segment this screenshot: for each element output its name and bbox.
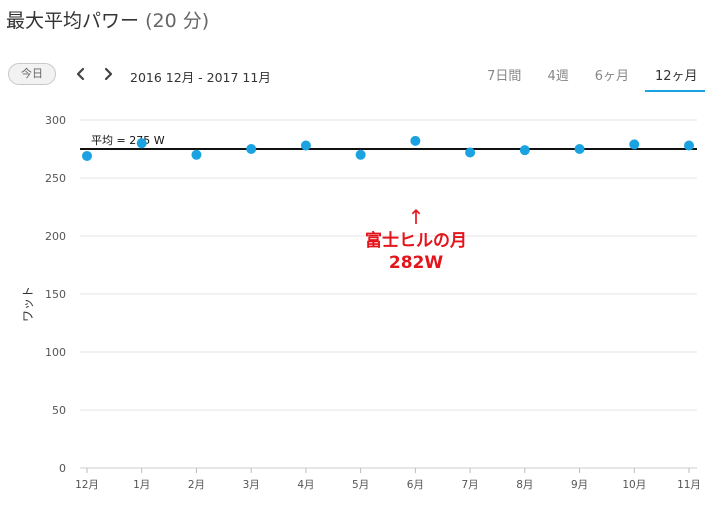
x-tick-label: 12月 bbox=[75, 479, 99, 491]
x-tick-label: 7月 bbox=[461, 479, 478, 491]
y-tick-label: 300 bbox=[45, 114, 66, 127]
x-tick-label: 3月 bbox=[243, 479, 260, 491]
date-range-label: 2016 12月 - 2017 11月 bbox=[130, 70, 271, 85]
annotation-value: 282W bbox=[388, 253, 444, 273]
y-tick-label: 250 bbox=[45, 172, 66, 185]
x-tick-label: 2月 bbox=[188, 479, 205, 491]
tab-12-months[interactable]: 12ヶ月 bbox=[645, 58, 705, 92]
data-point[interactable] bbox=[519, 145, 530, 156]
x-tick-label: 11月 bbox=[677, 479, 701, 491]
average-label: 平均 = 275 W bbox=[91, 134, 165, 147]
x-tick-label: 8月 bbox=[516, 479, 533, 491]
data-points bbox=[82, 135, 694, 161]
annotation: ↑ 富士ヒルの月 282W bbox=[338, 204, 494, 274]
tab-4-weeks[interactable]: 4週 bbox=[547, 69, 569, 84]
chevron-right-icon bbox=[104, 67, 113, 81]
x-tick-label: 5月 bbox=[352, 479, 369, 491]
data-point[interactable] bbox=[629, 139, 640, 150]
period-tabs: 7日間 4週 6ヶ月 12ヶ月 bbox=[471, 58, 705, 92]
y-tick-label: 150 bbox=[45, 288, 66, 301]
y-axis-label: ワット bbox=[21, 286, 35, 322]
y-tick-label: 100 bbox=[45, 346, 66, 359]
toolbar: 今日 2016 12月 - 2017 11月 7日間 4週 6ヶ月 12ヶ月 bbox=[0, 58, 719, 92]
tab-6-months[interactable]: 6ヶ月 bbox=[594, 69, 629, 84]
y-axis-ticks: 0 50 100 150 200 250 300 bbox=[45, 114, 66, 475]
power-chart: 0 50 100 150 200 250 300 12月 1月 2月 3月 4月 5月 6月 7月 8月 9月… bbox=[21, 114, 701, 491]
data-point[interactable] bbox=[574, 144, 585, 154]
data-point[interactable] bbox=[246, 144, 257, 154]
x-axis-ticks: 12月 1月 2月 3月 4月 5月 6月 7月 8月 9月 10月 11月 bbox=[75, 468, 701, 491]
data-point[interactable] bbox=[300, 140, 311, 151]
data-point[interactable] bbox=[136, 138, 147, 149]
x-tick-label: 4月 bbox=[297, 479, 314, 491]
grid-lines bbox=[80, 119, 697, 469]
x-tick-label: 9月 bbox=[571, 479, 588, 491]
y-tick-label: 50 bbox=[52, 404, 66, 417]
title-duration: (20 分) bbox=[145, 10, 210, 32]
chevron-left-icon bbox=[76, 67, 85, 81]
next-period-button[interactable] bbox=[99, 63, 117, 85]
annotation-arrow: ↑ bbox=[407, 205, 425, 229]
prev-period-button[interactable] bbox=[72, 63, 90, 85]
y-tick-label: 0 bbox=[59, 462, 66, 475]
data-point[interactable] bbox=[82, 150, 92, 161]
data-point[interactable] bbox=[191, 149, 202, 160]
data-point[interactable] bbox=[465, 147, 476, 158]
today-button[interactable]: 今日 bbox=[8, 63, 56, 85]
title-text: 最大平均パワー bbox=[6, 10, 140, 32]
data-point[interactable] bbox=[410, 135, 421, 146]
x-tick-label: 10月 bbox=[622, 479, 646, 491]
page-title: 最大平均パワー (20 分) bbox=[6, 6, 209, 33]
data-point[interactable] bbox=[355, 149, 366, 160]
data-point[interactable] bbox=[684, 140, 694, 151]
tab-7-days[interactable]: 7日間 bbox=[487, 69, 522, 84]
x-tick-label: 6月 bbox=[407, 479, 424, 491]
y-tick-label: 200 bbox=[45, 230, 66, 243]
x-tick-label: 1月 bbox=[133, 479, 150, 491]
annotation-title: 富士ヒルの月 bbox=[365, 231, 467, 251]
